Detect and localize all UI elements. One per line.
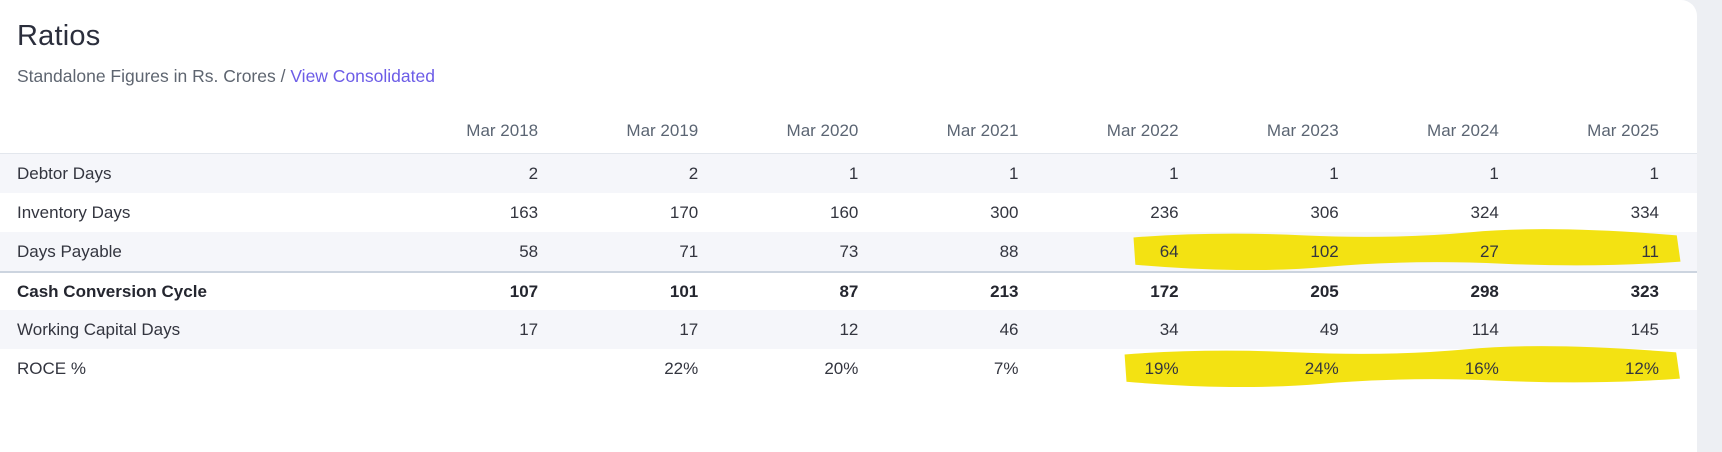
cell-value: 102: [1310, 241, 1339, 261]
cell-value: 1: [1329, 163, 1339, 183]
column-header: Mar 2018: [466, 121, 539, 140]
row-label: Working Capital Days: [17, 319, 181, 339]
column-header: Mar 2021: [946, 121, 1019, 140]
cell-value: 205: [1310, 281, 1339, 301]
table-row: Inventory Days 163 170 160 300 236 306 324 334: [0, 193, 1697, 232]
column-header: Mar 2024: [1427, 121, 1499, 140]
cell-value: 12: [839, 319, 859, 339]
column-header: Mar 2023: [1266, 121, 1339, 140]
section-title: Ratios: [17, 20, 101, 52]
row-label: Days Payable: [17, 241, 122, 261]
cell-value: 101: [669, 281, 699, 301]
cell-value: 107: [509, 281, 539, 301]
cell-value: 49: [1319, 319, 1339, 339]
cell-value: 22%: [664, 358, 699, 378]
subtitle-separator: /: [275, 66, 291, 86]
cell-value: 88: [999, 241, 1019, 261]
cell-value: 27: [1479, 241, 1499, 261]
cell-value: 236: [1150, 202, 1179, 222]
cell-value: 1: [1489, 163, 1499, 183]
cell-value: 213: [990, 281, 1019, 301]
table-header-row: Mar 2018 Mar 2019 Mar 2020 Mar 2021 Mar 2022…: [0, 103, 1697, 154]
cell-value: 334: [1630, 202, 1659, 222]
view-consolidated-link[interactable]: View Consolidated: [290, 66, 435, 86]
cell-value: 1: [848, 163, 859, 183]
table-body: Debtor Days 2 2 1 1 1 1 1 1 Inventory Days 163 170 1…: [0, 154, 1697, 388]
card-header: Ratios Standalone Figures in Rs. Crores …: [0, 0, 1697, 87]
cell-value: 160: [830, 202, 859, 222]
cell-value: 145: [1630, 319, 1659, 339]
cell-value: 2: [528, 163, 539, 183]
cell-value: 87: [839, 281, 859, 301]
row-label: Cash Conversion Cycle: [17, 281, 207, 301]
table-row: Cash Conversion Cycle 107 101 87 213 172 205 29…: [0, 271, 1697, 310]
table-row: Working Capital Days 17 17 12 46 34 49 114 145: [0, 310, 1697, 349]
column-header: Mar 2020: [786, 121, 859, 140]
row-label: ROCE %: [17, 358, 86, 378]
cell-value: 73: [839, 241, 859, 261]
column-header: Mar 2022: [1106, 121, 1179, 140]
row-label: Debtor Days: [17, 163, 112, 183]
cell-value: 24%: [1304, 358, 1339, 378]
cell-value: 17: [519, 319, 539, 339]
table-row: Days Payable 58 71 73 88 64 102 27 11: [0, 229, 1697, 271]
cell-value: 2: [688, 163, 699, 183]
cell-value: 11: [1641, 241, 1659, 261]
subtitle-text: Standalone Figures in Rs. Crores: [17, 66, 276, 86]
cell-value: 1: [1169, 163, 1179, 183]
cell-value: 64: [1159, 241, 1179, 261]
cell-value: 20%: [824, 358, 859, 378]
cell-value: 163: [509, 202, 539, 222]
cell-value: 7%: [993, 358, 1019, 378]
cell-value: 16%: [1464, 358, 1499, 378]
cell-value: 114: [1471, 319, 1499, 339]
cell-value: 19%: [1144, 358, 1179, 378]
cell-value: 17: [679, 319, 699, 339]
cell-value: 306: [1310, 202, 1339, 222]
cell-value: 300: [990, 202, 1019, 222]
cell-value: 172: [1150, 281, 1179, 301]
row-label: Inventory Days: [17, 202, 131, 222]
cell-value: 324: [1470, 202, 1499, 222]
cell-value: 71: [679, 241, 699, 261]
cell-value: 170: [669, 202, 699, 222]
table-row: Debtor Days 2 2 1 1 1 1 1 1: [0, 154, 1697, 193]
subtitle: Standalone Figures in Rs. Crores / View …: [17, 66, 1673, 87]
cell-value: 323: [1630, 281, 1659, 301]
cell-value: 34: [1159, 319, 1179, 339]
table-row: ROCE % 22% 20% 7% 19% 24% 16% 12%: [0, 346, 1697, 388]
cell-value: 1: [1009, 163, 1019, 183]
column-header: Mar 2019: [626, 121, 699, 140]
cell-value: 58: [519, 241, 539, 261]
cell-value: 46: [999, 319, 1019, 339]
ratios-table: Mar 2018 Mar 2019 Mar 2020 Mar 2021 Mar 2022…: [0, 103, 1697, 388]
cell-value: 298: [1470, 281, 1499, 301]
cell-value: 1: [1649, 163, 1659, 183]
cell-value: 12%: [1624, 358, 1659, 378]
column-header: Mar 2025: [1587, 121, 1659, 140]
